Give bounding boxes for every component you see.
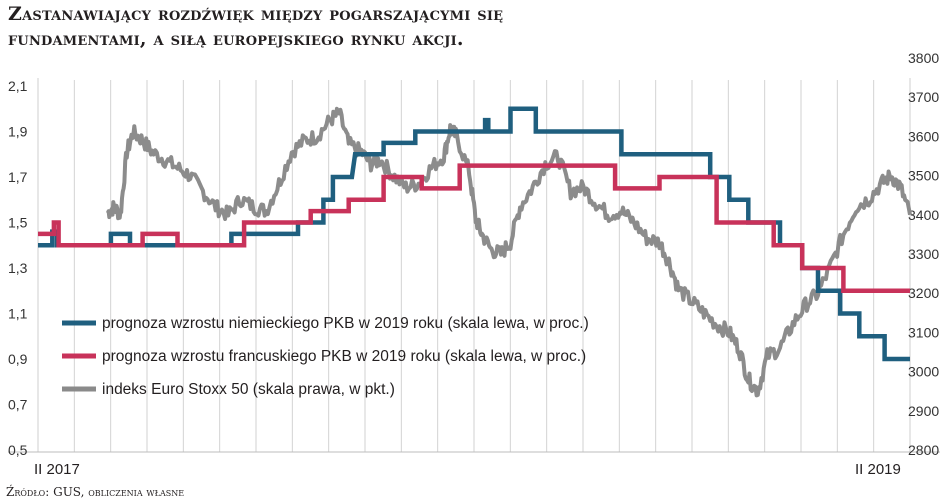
y-left-tick-label: 1,1 bbox=[8, 306, 28, 322]
series-euro-stoxx-50-line bbox=[105, 106, 912, 398]
y-left-tick-label: 0,7 bbox=[8, 397, 28, 413]
y-right-tick-label: 3200 bbox=[908, 285, 939, 301]
y-left-tick-label: 1,7 bbox=[8, 169, 28, 185]
y-right-tick-label: 3600 bbox=[908, 128, 939, 144]
chart-title: Zastanawiający rozdźwięk między pogarsza… bbox=[8, 2, 768, 52]
series-france-gdp-forecast-line bbox=[38, 163, 910, 294]
y-right-tick-label: 3500 bbox=[908, 168, 939, 184]
y-right-tick-label: 2900 bbox=[908, 403, 939, 419]
y-left-tick-label: 1,9 bbox=[8, 124, 28, 140]
x-end-label: II 2019 bbox=[855, 461, 901, 478]
y-left-tick-label: 0,9 bbox=[8, 351, 28, 367]
y-left-tick-label: 0,5 bbox=[8, 442, 28, 458]
y-right-tick-label: 3300 bbox=[908, 246, 939, 262]
x-start-label: II 2017 bbox=[34, 461, 80, 478]
y-right-tick-label: 2800 bbox=[908, 442, 939, 458]
y-right-tick-label: 3100 bbox=[908, 324, 939, 340]
y-right-tick-label: 3800 bbox=[908, 50, 939, 66]
chart-title-line-1: Zastanawiający rozdźwięk między pogarsza… bbox=[8, 3, 504, 25]
legend-label: prognoza wzrostu niemieckiego PKB w 2019… bbox=[102, 315, 589, 332]
legend-label: indeks Euro Stoxx 50 (skala prawa, w pkt… bbox=[102, 381, 395, 398]
legend-label: prognoza wzrostu francuskiego PKB w 2019… bbox=[102, 348, 586, 365]
y-right-tick-label: 3700 bbox=[908, 89, 939, 105]
y-left-tick-label: 1,3 bbox=[8, 260, 28, 276]
chart-title-line-2: fundamentami, a siłą europejskiego rynku… bbox=[8, 28, 464, 50]
source-note: Źródło: GUS, obliczenia własne bbox=[6, 485, 185, 499]
y-right-tick-label: 3000 bbox=[908, 364, 939, 380]
y-left-tick-label: 2,1 bbox=[8, 78, 28, 94]
y-right-tick-label: 3400 bbox=[908, 207, 939, 223]
y-left-tick-label: 1,5 bbox=[8, 215, 28, 231]
